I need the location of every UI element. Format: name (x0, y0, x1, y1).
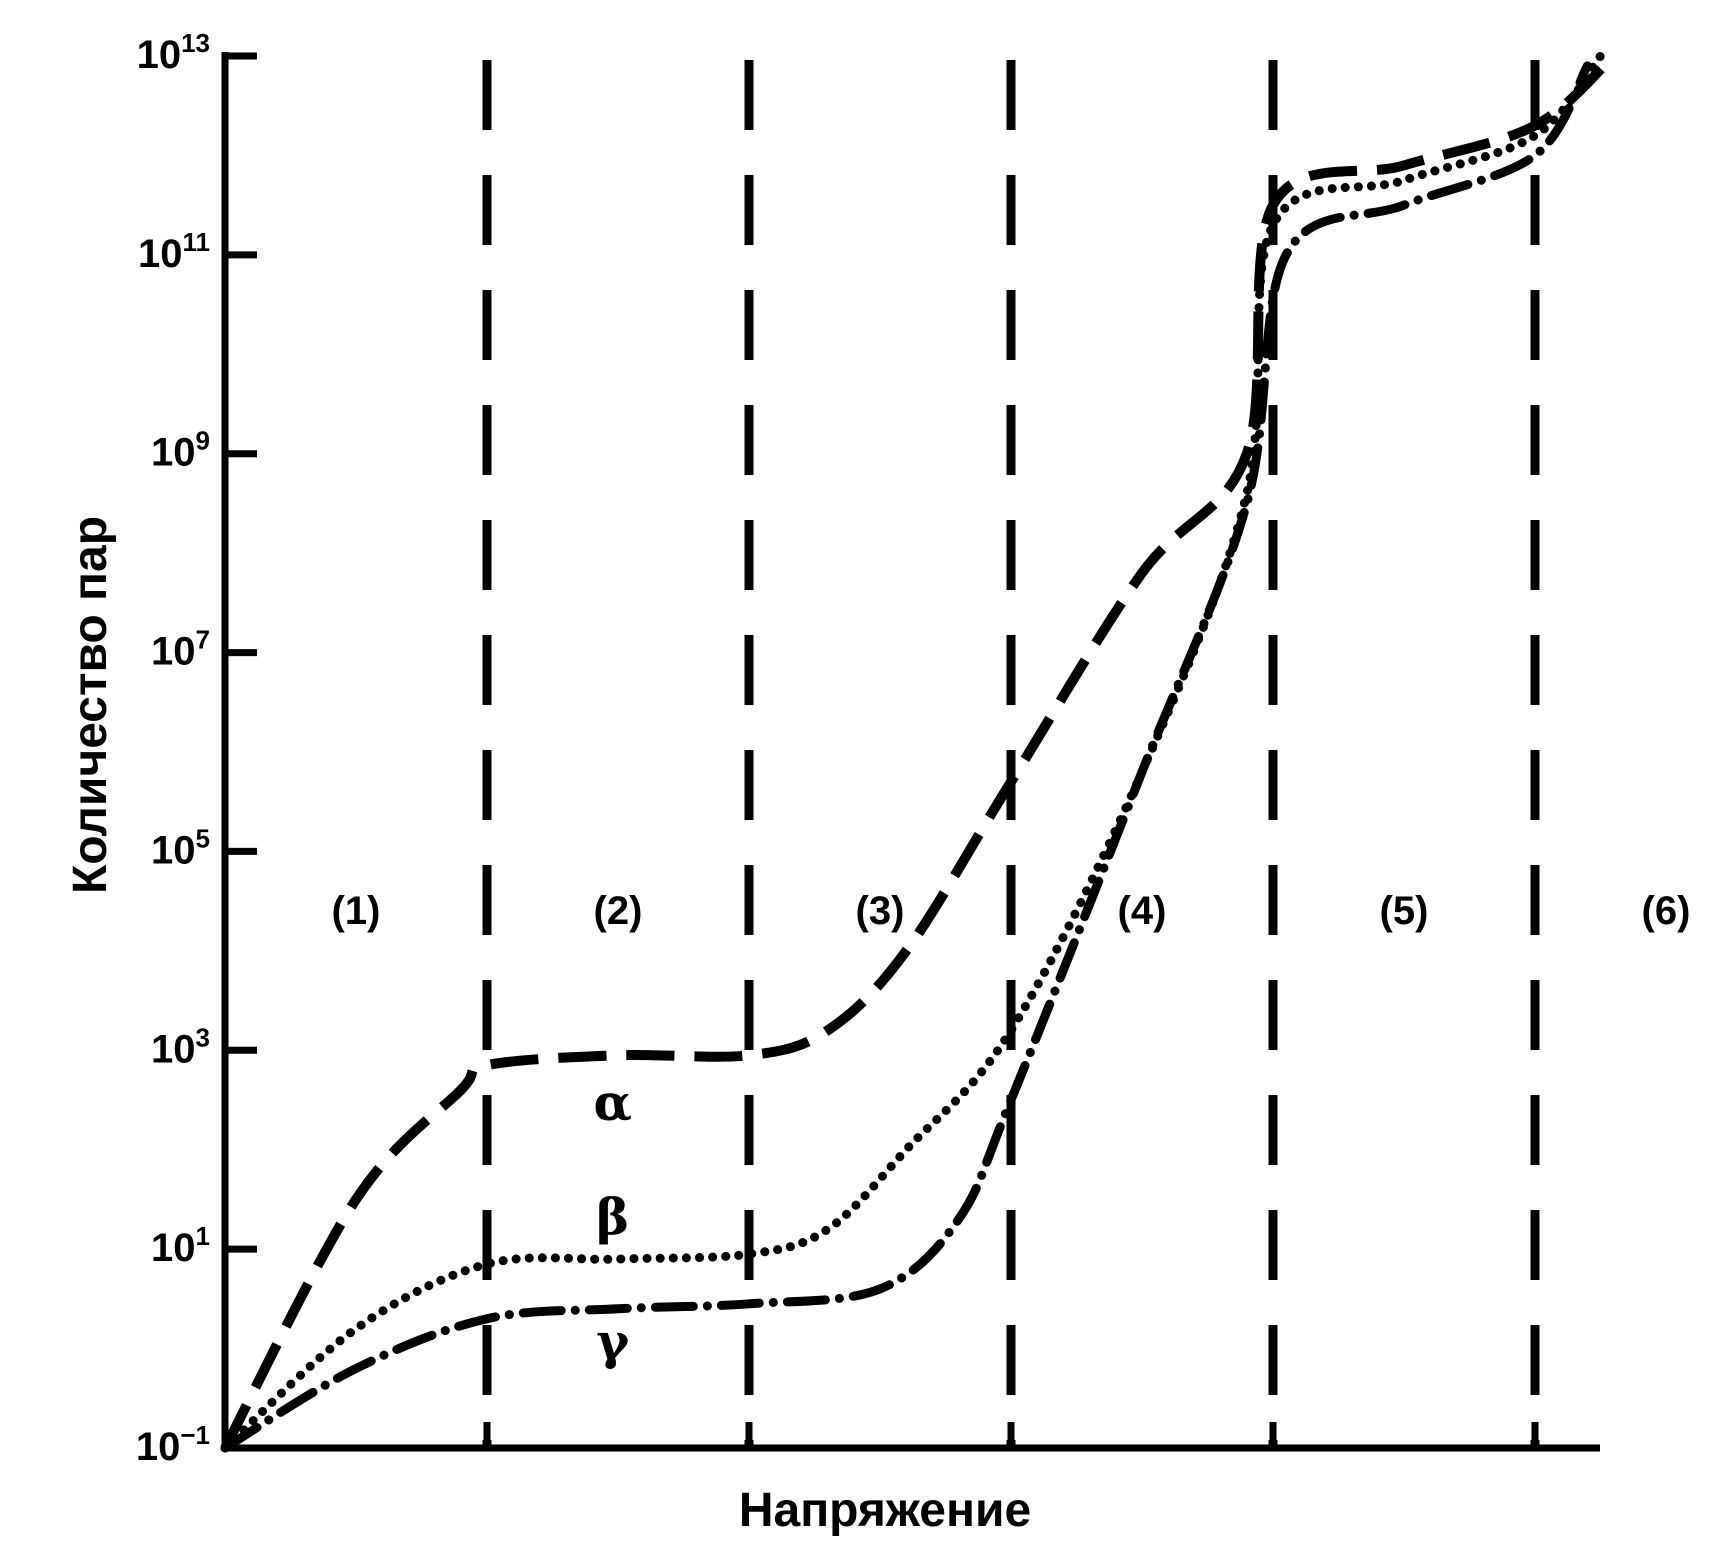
y-tick-label-2: 103 (151, 1022, 210, 1071)
series-label-2: γ (596, 1312, 630, 1371)
y-ticks: 10−1 101 103 105 107 109 1011 1013 (136, 28, 257, 1469)
x-axis-title: Напряжение (739, 1484, 1031, 1537)
y-tick-label-7: 1013 (137, 28, 210, 77)
region-boundaries (482, 60, 1540, 1448)
y-tick-label-3: 105 (151, 823, 210, 872)
series-line-0 (220, 52, 1618, 1451)
region-label-1: (1) (332, 889, 381, 933)
region-label-2: (2) (594, 889, 643, 933)
series-label-0: α (594, 1073, 632, 1132)
region-label-4: (4) (1118, 889, 1167, 933)
series-labels: αβ γ (594, 1073, 632, 1371)
y-tick-label-5: 109 (151, 426, 210, 475)
y-tick-label-0: 10−1 (136, 1420, 210, 1469)
region-labels: (1) (2) (3) (4) (5) (6) (332, 889, 1691, 933)
y-tick-label-1: 101 (151, 1221, 210, 1270)
axes (221, 52, 1600, 1452)
y-axis-title: Количество пар (64, 516, 117, 894)
series-line-2 (220, 61, 1592, 1453)
series-line-1 (220, 51, 1605, 1453)
region-label-3: (3) (856, 889, 905, 933)
y-tick-label-6: 1011 (138, 227, 210, 276)
series-label-1: β (596, 1187, 629, 1246)
series (220, 51, 1618, 1453)
y-tick-label-4: 107 (151, 625, 210, 674)
region-label-6: (6) (1642, 889, 1691, 933)
region-label-5: (5) (1380, 889, 1429, 933)
